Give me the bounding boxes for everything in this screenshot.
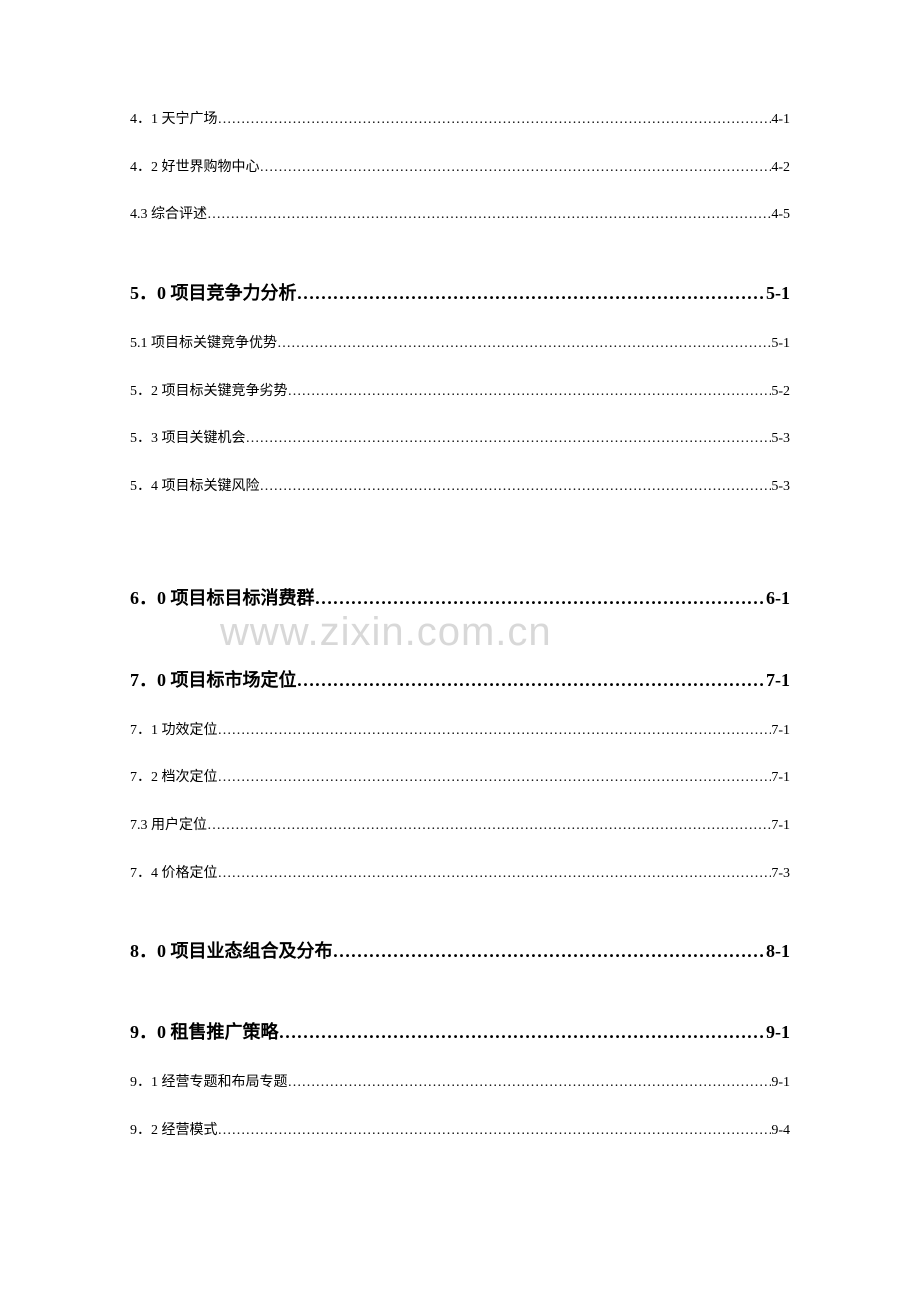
toc-label: 5．3 项目关键机会 xyxy=(130,429,246,449)
toc-entry: 9．1 经营专题和布局专题 ……………………………………………………………………… xyxy=(130,1073,790,1093)
toc-page: 4-1 xyxy=(771,110,790,130)
toc-page: 7-1 xyxy=(771,721,790,741)
toc-dots: …………………………………………………………………………………………………………… xyxy=(333,939,767,964)
toc-page: 5-3 xyxy=(771,477,790,497)
toc-page: 7-1 xyxy=(771,768,790,788)
toc-label: 9．0 租售推广策略 xyxy=(130,1020,279,1045)
toc-entry: 7．2 档次定位 …………………………………………………………………………………… xyxy=(130,768,790,788)
toc-page: 7-1 xyxy=(771,816,790,836)
toc-page: 8-1 xyxy=(766,939,790,964)
toc-label: 7.3 用户定位 xyxy=(130,816,207,836)
toc-dots: …………………………………………………………………………………………………………… xyxy=(218,864,772,884)
toc-label: 8．0 项目业态组合及分布 xyxy=(130,939,333,964)
toc-page: 4-5 xyxy=(771,205,790,225)
toc-dots: …………………………………………………………………………………………………………… xyxy=(218,110,772,130)
toc-entry: 5.1 项目标关键竞争优势 ……………………………………………………………………… xyxy=(130,334,790,354)
toc-entry: 4.3 综合评述 …………………………………………………………………………………… xyxy=(130,205,790,225)
toc-label: 5.1 项目标关键竞争优势 xyxy=(130,334,277,354)
toc-page: 4-2 xyxy=(771,158,790,178)
toc-page: 5-2 xyxy=(771,382,790,402)
toc-label: 5．2 项目标关键竞争劣势 xyxy=(130,382,288,402)
toc-entry: 7．1 功效定位 …………………………………………………………………………………… xyxy=(130,721,790,741)
toc-page: 9-1 xyxy=(771,1073,790,1093)
toc-dots: …………………………………………………………………………………………………………… xyxy=(279,1020,767,1045)
toc-dots: …………………………………………………………………………………………………………… xyxy=(288,1073,772,1093)
toc-page: 7-3 xyxy=(771,864,790,884)
toc-dots: …………………………………………………………………………………………………………… xyxy=(260,158,772,178)
toc-entry: 5．3 项目关键机会 ……………………………………………………………………………… xyxy=(130,429,790,449)
toc-dots: …………………………………………………………………………………………………………… xyxy=(218,1121,772,1141)
toc-entry: 4．1 天宁广场 …………………………………………………………………………………… xyxy=(130,110,790,130)
toc-dots: …………………………………………………………………………………………………………… xyxy=(260,477,772,497)
toc-label: 4．1 天宁广场 xyxy=(130,110,218,130)
toc-content: 4．1 天宁广场 …………………………………………………………………………………… xyxy=(130,110,790,1141)
toc-label: 9．1 经营专题和布局专题 xyxy=(130,1073,288,1093)
toc-dots: …………………………………………………………………………………………………………… xyxy=(218,721,772,741)
toc-dots: …………………………………………………………………………………………………………… xyxy=(297,668,767,693)
toc-page: 6-1 xyxy=(766,586,790,611)
toc-label: 5．0 项目竞争力分析 xyxy=(130,281,297,306)
toc-dots: …………………………………………………………………………………………………………… xyxy=(207,205,771,225)
toc-page: 7-1 xyxy=(766,668,790,693)
toc-dots: …………………………………………………………………………………………………………… xyxy=(315,586,767,611)
toc-section-heading: 7．0 项目标市场定位 …………………………………………………………………………… xyxy=(130,668,790,693)
toc-entry: 7．4 价格定位 …………………………………………………………………………………… xyxy=(130,864,790,884)
toc-label: 4．2 好世界购物中心 xyxy=(130,158,260,178)
toc-dots: …………………………………………………………………………………………………………… xyxy=(207,816,771,836)
toc-label: 5．4 项目标关键风险 xyxy=(130,477,260,497)
toc-section-heading: 5．0 项目竞争力分析 …………………………………………………………………………… xyxy=(130,281,790,306)
toc-section-heading: 9．0 租售推广策略 ……………………………………………………………………………… xyxy=(130,1020,790,1045)
toc-label: 7．1 功效定位 xyxy=(130,721,218,741)
toc-entry: 5．2 项目标关键竞争劣势 ……………………………………………………………………… xyxy=(130,382,790,402)
toc-label: 7．2 档次定位 xyxy=(130,768,218,788)
toc-dots: …………………………………………………………………………………………………………… xyxy=(288,382,772,402)
toc-page: 5-3 xyxy=(771,429,790,449)
toc-label: 4.3 综合评述 xyxy=(130,205,207,225)
toc-page: 9-1 xyxy=(766,1020,790,1045)
toc-page: 5-1 xyxy=(766,281,790,306)
toc-entry: 9．2 经营模式 …………………………………………………………………………………… xyxy=(130,1121,790,1141)
toc-dots: …………………………………………………………………………………………………………… xyxy=(277,334,771,354)
toc-entry: 5．4 项目标关键风险 …………………………………………………………………………… xyxy=(130,477,790,497)
toc-label: 9．2 经营模式 xyxy=(130,1121,218,1141)
toc-label: 7．0 项目标市场定位 xyxy=(130,668,297,693)
toc-section-heading: 8．0 项目业态组合及分布 ……………………………………………………………………… xyxy=(130,939,790,964)
toc-entry: 7.3 用户定位 …………………………………………………………………………………… xyxy=(130,816,790,836)
toc-page: 9-4 xyxy=(771,1121,790,1141)
toc-section-heading: 6．0 项目标目标消费群 ………………………………………………………………………… xyxy=(130,586,790,611)
toc-label: 7．4 价格定位 xyxy=(130,864,218,884)
toc-entry: 4．2 好世界购物中心 …………………………………………………………………………… xyxy=(130,158,790,178)
toc-label: 6．0 项目标目标消费群 xyxy=(130,586,315,611)
toc-dots: …………………………………………………………………………………………………………… xyxy=(297,281,767,306)
toc-dots: …………………………………………………………………………………………………………… xyxy=(218,768,772,788)
toc-dots: …………………………………………………………………………………………………………… xyxy=(246,429,772,449)
toc-page: 5-1 xyxy=(771,334,790,354)
